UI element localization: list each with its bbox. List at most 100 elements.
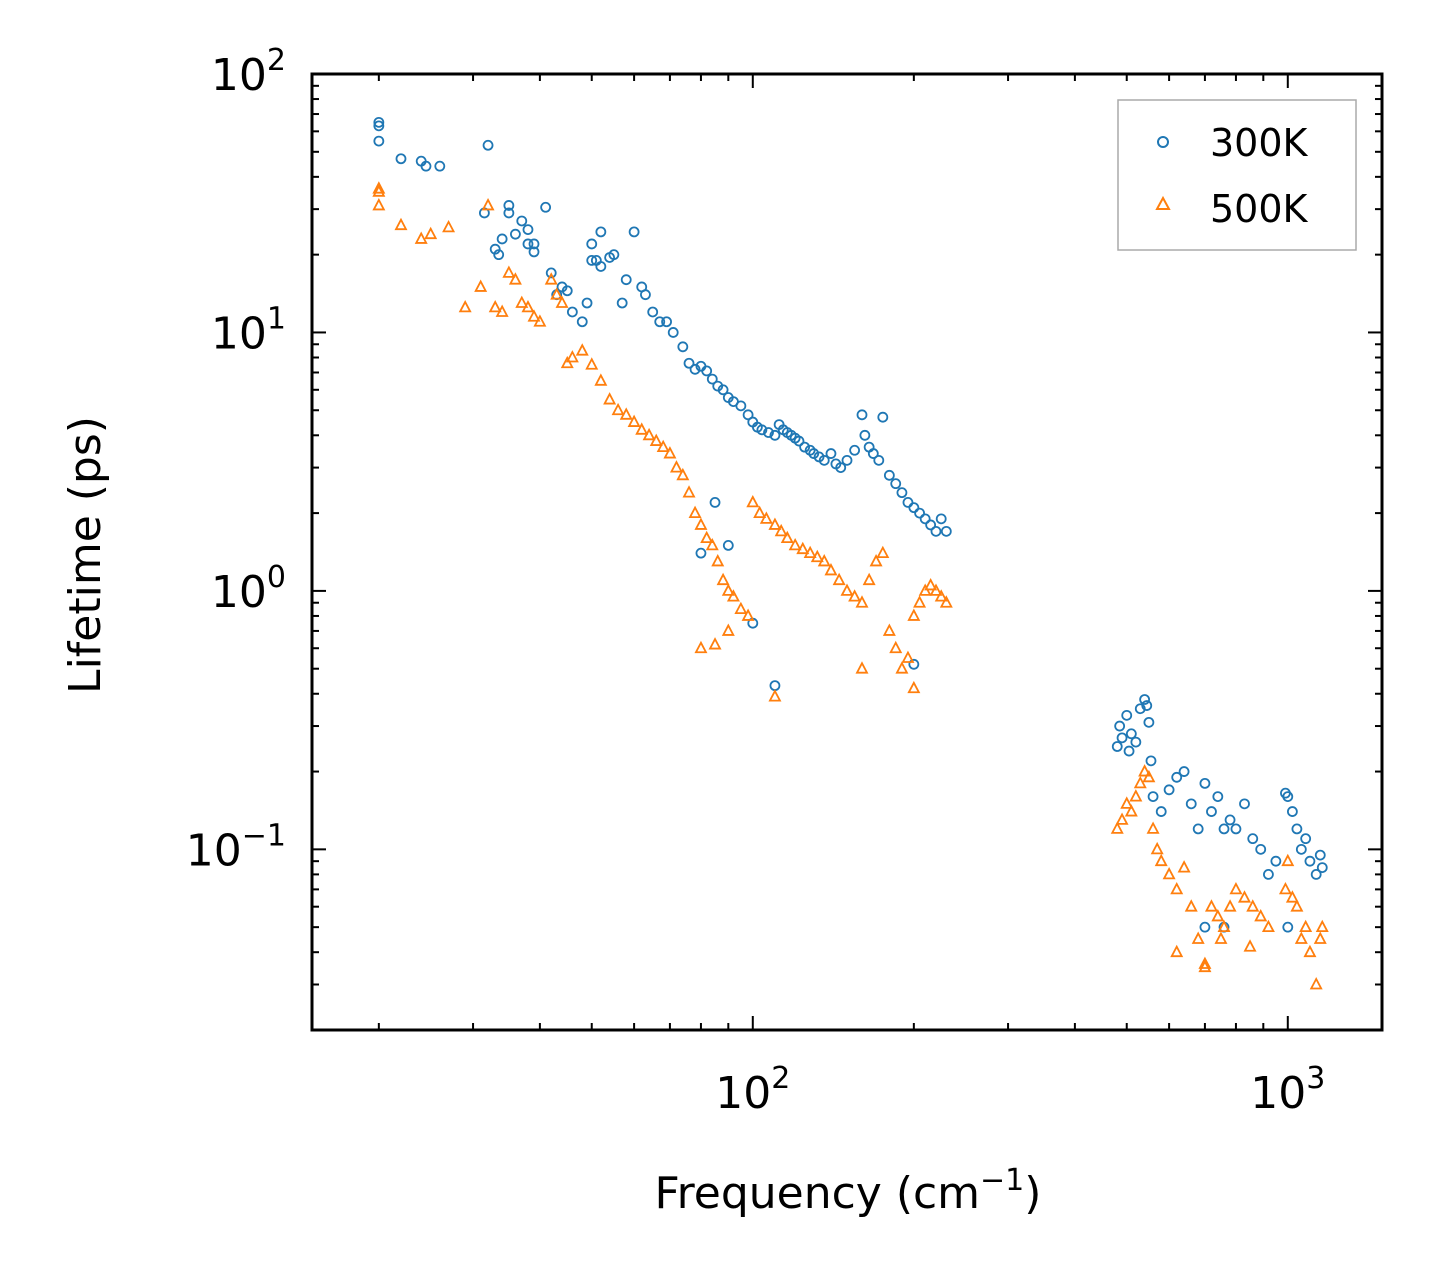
y-tick-label-base: 10 — [211, 308, 267, 359]
data-point-300K — [1139, 694, 1151, 705]
data-point-300K — [689, 363, 701, 375]
data-point-300K — [908, 658, 920, 670]
data-point-300K — [1270, 855, 1282, 867]
data-point-500K — [774, 523, 788, 537]
data-point-300K — [1192, 823, 1204, 835]
x-axis-label-main: Frequency (cm — [655, 1168, 981, 1219]
data-point-300K — [647, 306, 659, 318]
data-point-300K — [763, 427, 774, 438]
data-point-300K — [561, 285, 573, 297]
data-point-500K — [394, 217, 408, 231]
data-point-300K — [661, 316, 672, 328]
data-point-300K — [576, 316, 588, 328]
data-point-500K — [810, 549, 824, 563]
data-point-300K — [620, 274, 632, 286]
data-point-500K — [855, 595, 869, 608]
y-tick-label-exp: −1 — [242, 818, 286, 853]
data-point-300K — [883, 469, 895, 481]
data-point-500K — [876, 545, 890, 559]
data-point-500K — [515, 295, 529, 308]
data-point-500K — [676, 467, 690, 481]
data-point-300K — [935, 513, 947, 525]
data-point-300K — [654, 316, 666, 328]
data-point-300K — [706, 373, 718, 385]
data-point-500K — [768, 517, 782, 530]
data-point-500K — [788, 537, 802, 551]
data-point-300K — [496, 233, 508, 245]
data-point-500K — [1146, 821, 1160, 834]
data-point-500K — [1124, 804, 1138, 817]
data-point-500K — [1211, 909, 1225, 922]
data-point-500K — [1294, 931, 1308, 944]
data-point-300K — [1230, 823, 1242, 835]
data-point-300K — [434, 160, 446, 172]
data-point-500K — [824, 563, 838, 576]
data-point-300K — [890, 478, 902, 490]
data-point-500K — [1303, 944, 1317, 958]
data-point-500K — [1243, 939, 1257, 952]
data-point-500K — [869, 554, 883, 567]
data-point-500K — [694, 517, 708, 530]
data-point-500K — [1184, 899, 1198, 912]
data-point-300K — [1282, 921, 1294, 933]
data-point-500K — [768, 689, 782, 702]
data-point-500K — [929, 583, 943, 596]
y-tick-label: 101 — [211, 301, 286, 359]
data-point-300K — [1178, 766, 1190, 777]
data-point-300K — [1114, 720, 1126, 732]
data-point-300K — [769, 429, 781, 441]
data-point-300K — [1291, 823, 1303, 835]
data-point-300K — [695, 547, 707, 559]
legend-label-series-2: 500K — [1210, 187, 1309, 231]
data-point-500K — [734, 601, 748, 615]
data-point-300K — [595, 226, 607, 238]
data-point-500K — [1315, 919, 1329, 933]
data-point-300K — [1255, 843, 1267, 855]
data-point-300K — [1218, 823, 1230, 835]
data-point-500K — [424, 226, 438, 240]
data-point-300K — [640, 289, 651, 301]
data-point-500K — [716, 572, 730, 586]
data-point-500K — [372, 198, 386, 211]
data-point-500K — [663, 446, 677, 459]
data-point-300K — [925, 519, 937, 531]
data-point-300K — [877, 411, 889, 423]
data-point-300K — [908, 502, 920, 514]
data-point-300K — [709, 497, 721, 508]
data-point-300K — [1314, 849, 1326, 861]
data-point-500K — [560, 355, 574, 369]
y-tick-label: 102 — [211, 43, 286, 101]
data-point-500K — [832, 572, 846, 586]
data-point-500K — [656, 439, 670, 453]
x-axis-label: Frequency (cm−1) — [655, 1163, 1042, 1219]
data-point-500K — [1110, 821, 1124, 834]
data-point-300K — [581, 297, 593, 309]
data-point-300K — [628, 226, 640, 238]
data-point-500K — [1229, 881, 1243, 895]
data-point-300K — [595, 261, 607, 272]
data-point-300K — [510, 228, 521, 240]
data-point-300K — [1125, 728, 1137, 740]
data-point-500K — [1170, 944, 1184, 958]
data-point-300K — [667, 327, 679, 338]
data-point-300K — [825, 448, 837, 459]
data-point-500K — [414, 231, 428, 244]
data-point-300K — [540, 201, 552, 213]
legend-frame — [1117, 99, 1357, 251]
data-point-300K — [1185, 798, 1197, 810]
data-point-300K — [683, 357, 695, 369]
data-point-500K — [753, 505, 767, 518]
data-point-300K — [1206, 806, 1217, 817]
x-tick-label-exp: 2 — [771, 1061, 790, 1096]
data-point-300K — [528, 246, 540, 258]
data-point-500K — [939, 595, 953, 608]
data-point-300K — [914, 507, 925, 519]
data-point-500K — [1154, 853, 1168, 867]
data-point-500K — [882, 623, 896, 636]
data-point-500K — [1246, 899, 1260, 912]
data-point-300K — [896, 487, 908, 499]
x-axis-label-sup: −1 — [980, 1163, 1024, 1198]
data-point-300K — [1263, 868, 1274, 880]
data-point-500K — [1254, 909, 1268, 922]
